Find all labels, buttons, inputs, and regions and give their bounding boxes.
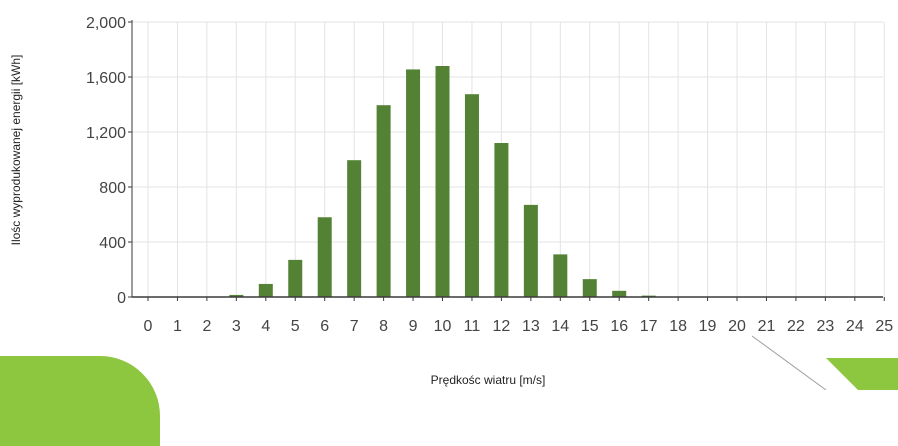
bar-10 — [435, 66, 450, 297]
bars — [229, 66, 656, 297]
x-tick-label: 4 — [261, 318, 270, 335]
x-axis-title: Prędkośc wiatru [m/s] — [431, 373, 546, 387]
x-tick-label: 25 — [875, 318, 893, 335]
bar-4 — [258, 283, 273, 297]
x-tick-label: 24 — [846, 318, 864, 335]
x-tick-label: 6 — [320, 318, 329, 335]
x-tick-label: 19 — [699, 318, 717, 335]
x-tick-label: 10 — [434, 318, 452, 335]
bar-6 — [317, 217, 332, 297]
y-tick-label: 0 — [117, 290, 126, 307]
x-tick-label: 23 — [816, 318, 834, 335]
bar-15 — [582, 279, 597, 297]
y-tick-labels: 0 400 800 1,200 1,600 2,000 — [86, 15, 126, 307]
bar-11 — [464, 94, 479, 297]
x-tick-label: 17 — [640, 318, 658, 335]
y-tick-label: 1,600 — [86, 70, 126, 87]
x-tick-label: 15 — [581, 318, 599, 335]
x-tick-label: 5 — [291, 318, 300, 335]
x-tick-label: 0 — [144, 318, 153, 335]
bar-7 — [347, 160, 362, 297]
x-tick-label: 16 — [610, 318, 628, 335]
y-tick-label: 2,000 — [86, 15, 126, 32]
y-axis-title: Ilośc wyprodukowanej energii [kWh] — [9, 55, 23, 246]
x-tick-label: 2 — [202, 318, 211, 335]
x-tick-label: 13 — [522, 318, 540, 335]
y-tick-label: 400 — [99, 235, 126, 252]
x-tick-label: 22 — [787, 318, 805, 335]
x-tick-label: 21 — [758, 318, 776, 335]
y-tick-label: 800 — [99, 180, 126, 197]
x-tick-label: 1 — [173, 318, 182, 335]
x-tick-label: 12 — [493, 318, 511, 335]
bar-16 — [612, 290, 627, 297]
x-tick-label: 14 — [551, 318, 569, 335]
bar-5 — [288, 259, 303, 297]
bar-12 — [494, 143, 509, 297]
x-tick-label: 3 — [232, 318, 241, 335]
bar-3 — [229, 294, 244, 297]
axes — [128, 20, 885, 301]
bar-8 — [376, 105, 391, 297]
bar-14 — [553, 254, 568, 297]
x-tick-label: 9 — [409, 318, 418, 335]
bar-13 — [523, 204, 538, 297]
x-tick-labels: 0 1 2 3 4 5 6 7 8 9 10 11 12 13 14 15 16 17 18 19 20 21 22 23 24… — [144, 318, 894, 335]
x-tick-label: 20 — [728, 318, 746, 335]
x-tick-label: 11 — [464, 318, 481, 335]
y-tick-label: 1,200 — [86, 125, 126, 142]
decorative-corner-accent — [751, 335, 898, 390]
x-tick-label: 7 — [350, 318, 359, 335]
x-tick-label: 8 — [379, 318, 388, 335]
x-tick-label: 18 — [669, 318, 687, 335]
bar-9 — [406, 69, 421, 297]
